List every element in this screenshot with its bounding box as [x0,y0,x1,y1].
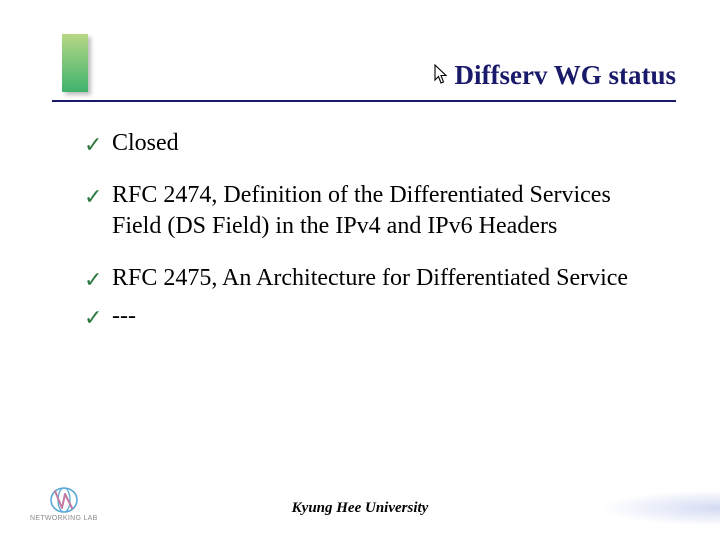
networking-lab-logo-icon [49,486,79,514]
list-item: ✓ RFC 2475, An Architecture for Differen… [84,263,664,295]
bullet-text: RFC 2474, Definition of the Differentiat… [112,182,611,240]
logo: NETWORKING LAB [30,486,98,522]
bullet-text: RFC 2475, An Architecture for Differenti… [112,265,628,291]
content-area: ✓ Closed ✓ RFC 2474, Definition of the D… [84,128,664,338]
slide-title-wrap: Diffserv WG status [433,60,676,91]
slide-title: Diffserv WG status [455,60,676,90]
accent-bar [62,34,88,92]
check-icon: ✓ [84,303,102,332]
bullet-text: Closed [112,130,179,156]
slide-root: Diffserv WG status ✓ Closed ✓ RFC 2474, … [0,0,720,540]
bullet-text: --- [112,303,136,329]
cursor-icon [433,64,449,91]
list-item: ✓ RFC 2474, Definition of the Differenti… [84,180,664,243]
list-item: ✓ --- [84,301,664,333]
footer-university: Kyung Hee University [0,500,720,517]
check-icon: ✓ [84,130,102,159]
list-item: ✓ Closed [84,128,664,160]
check-icon: ✓ [84,265,102,294]
title-divider [52,100,676,102]
logo-label: NETWORKING LAB [30,515,98,522]
check-icon: ✓ [84,182,102,211]
